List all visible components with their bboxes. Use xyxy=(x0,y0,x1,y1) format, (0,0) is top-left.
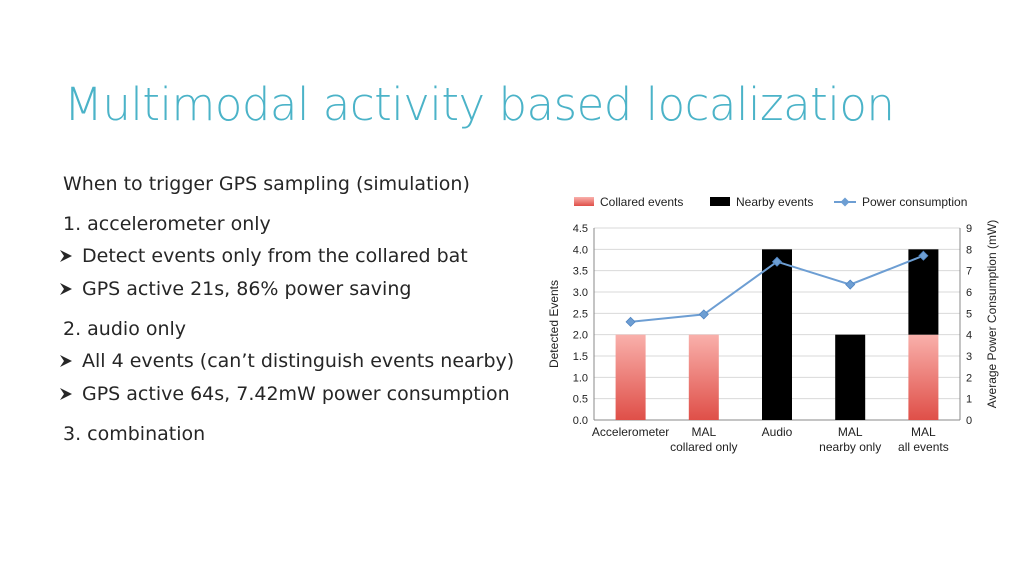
section-heading-3: 3. combination xyxy=(63,423,206,445)
chart-svg: 0.0 0.5 1.0 1.5 2.0 2.5 3.0 3.5 4.0 4.5 0 1 2 3 4 5 6 7 8 9… xyxy=(547,195,999,454)
y-tick-label: 0.5 xyxy=(573,394,588,406)
y2-tick-label: 4 xyxy=(966,330,972,342)
arrow-bullet-icon xyxy=(60,250,72,262)
legend-label-collared: Collared events xyxy=(600,195,683,209)
legend-swatch-power-marker xyxy=(840,197,850,207)
y-tick-label: 3.0 xyxy=(573,287,588,299)
y-axis-title: Detected Events xyxy=(547,280,561,368)
arrow-bullet-icon xyxy=(60,388,72,400)
arrow-bullet-icon xyxy=(60,355,72,367)
y-tick-label: 4.5 xyxy=(573,223,588,235)
y2-tick-label: 6 xyxy=(966,287,972,299)
section-heading-1: 1. accelerometer only xyxy=(63,213,271,235)
y2-tick-label: 9 xyxy=(966,223,972,235)
x-tick-label: Accelerometer xyxy=(592,425,669,439)
bullet-item: Detect events only from the collared bat xyxy=(58,245,468,267)
y2-tick-label: 2 xyxy=(966,372,972,384)
bullet-text: All 4 events (can’t distinguish events n… xyxy=(82,350,515,372)
power-consumption-point xyxy=(918,250,929,261)
arrow-bullet-icon xyxy=(60,283,72,295)
y-tick-label: 2.5 xyxy=(573,308,588,320)
legend-label-nearby: Nearby events xyxy=(736,195,813,209)
y2-tick-label: 8 xyxy=(966,244,972,256)
bar-nearby-events xyxy=(762,249,792,420)
y-tick-label: 0.0 xyxy=(573,415,588,427)
bar-nearby-events xyxy=(835,334,866,420)
y2-tick-label: 7 xyxy=(966,266,972,278)
y2-tick-label: 3 xyxy=(966,351,972,363)
power-consumption-point xyxy=(771,256,783,267)
x-tick-label: collared only xyxy=(670,440,737,454)
x-tick-label: MAL xyxy=(911,425,936,439)
y-tick-label: 1.0 xyxy=(573,372,588,384)
y-tick-label: 3.5 xyxy=(573,266,588,278)
legend-swatch-collared xyxy=(574,197,594,206)
y-tick-label: 4.0 xyxy=(573,244,588,256)
x-tick-label: nearby only xyxy=(819,440,881,454)
bar-collared-events xyxy=(688,334,719,420)
bullet-item: GPS active 21s, 86% power saving xyxy=(58,278,411,300)
legend-label-power: Power consumption xyxy=(862,195,967,209)
bar-nearby-events xyxy=(908,249,939,335)
y2-tick-label: 5 xyxy=(966,308,972,320)
bullet-text: GPS active 21s, 86% power saving xyxy=(82,278,412,300)
bullet-item: All 4 events (can’t distinguish events n… xyxy=(58,350,514,372)
bullet-text: GPS active 64s, 7.42mW power consumption xyxy=(82,383,510,405)
x-tick-label: MAL xyxy=(691,425,716,439)
section-heading-2: 2. audio only xyxy=(63,318,187,340)
y-tick-label: 2.0 xyxy=(573,330,588,342)
power-consumption-point xyxy=(625,316,636,327)
y2-axis-title: Average Power Consumption (mW) xyxy=(985,220,999,409)
chart: 0.0 0.5 1.0 1.5 2.0 2.5 3.0 3.5 4.0 4.5 0 1 2 3 4 5 6 7 8 9… xyxy=(538,190,1018,470)
y2-tick-label: 1 xyxy=(966,394,972,406)
power-consumption-point xyxy=(698,309,709,320)
x-tick-label: all events xyxy=(898,440,949,454)
bullet-text: Detect events only from the collared bat xyxy=(82,245,468,267)
power-consumption-point xyxy=(845,279,856,290)
y2-tick-label: 0 xyxy=(966,415,972,427)
slide-title: Multimodal activity based localization xyxy=(64,78,895,131)
bullet-item: GPS active 64s, 7.42mW power consumption xyxy=(58,383,510,405)
x-tick-label: MAL xyxy=(838,425,863,439)
legend-swatch-nearby xyxy=(710,197,730,206)
bar-collared-events xyxy=(615,334,646,420)
y-tick-label: 1.5 xyxy=(573,351,588,363)
bar-collared-events xyxy=(908,334,939,420)
intro-text: When to trigger GPS sampling (simulation… xyxy=(63,173,470,195)
x-tick-label: Audio xyxy=(762,425,793,439)
